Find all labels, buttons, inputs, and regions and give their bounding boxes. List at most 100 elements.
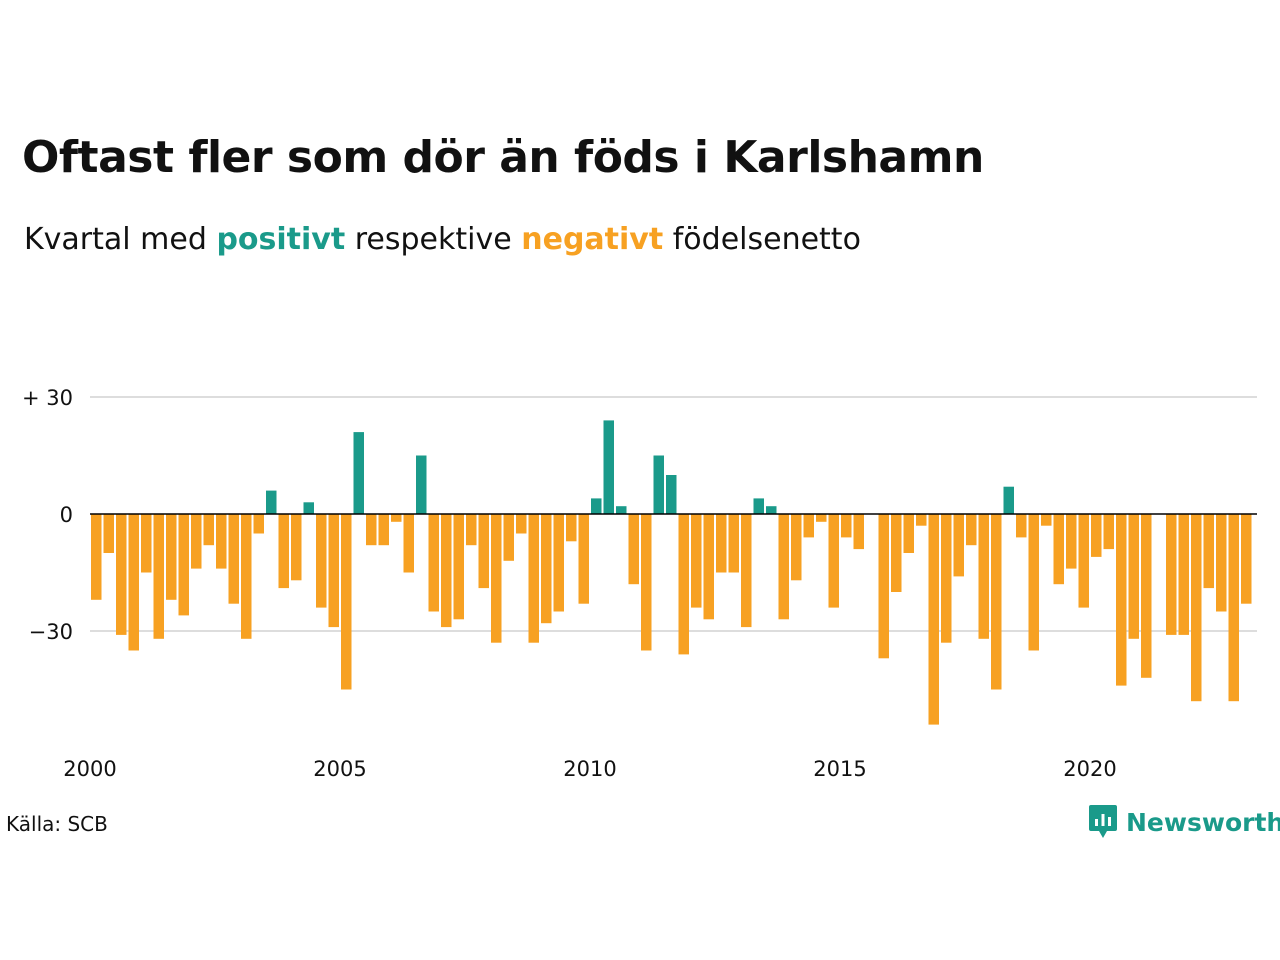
- chart-bar: [841, 514, 852, 538]
- chart-bar: [928, 514, 939, 725]
- chart-bar: [303, 502, 314, 514]
- chart-bar: [266, 490, 277, 514]
- chart-title: Oftast fler som dör än föds i Karlshamn: [22, 132, 984, 183]
- chart-bar: [516, 514, 527, 534]
- chart-bar: [166, 514, 177, 600]
- chart-bar: [753, 498, 764, 514]
- chart-bar: [878, 514, 889, 659]
- chart-bar: [816, 514, 827, 522]
- x-tick-label: 2015: [813, 757, 866, 781]
- chart-bar: [716, 514, 727, 573]
- chart-bar: [1178, 514, 1189, 635]
- chart-bar: [728, 514, 739, 573]
- chart-bar: [541, 514, 552, 624]
- chart-bar: [566, 514, 577, 542]
- chart-bar: [741, 514, 752, 628]
- x-tick-label: 2010: [563, 757, 616, 781]
- chart-bar: [528, 514, 539, 643]
- chart-bar: [253, 514, 264, 534]
- chart-bar: [378, 514, 389, 546]
- x-tick-label: 2005: [313, 757, 366, 781]
- chart-bar: [616, 506, 627, 514]
- chart-bar: [441, 514, 452, 628]
- subtitle-positive-label: positivt: [216, 222, 346, 257]
- chart-bar: [703, 514, 714, 620]
- chart-bar: [628, 514, 639, 585]
- subtitle-suffix: födelsenetto: [672, 222, 861, 257]
- chart-bar: [991, 514, 1002, 690]
- chart-bar: [966, 514, 977, 546]
- chart-bar: [1016, 514, 1027, 538]
- chart-bar: [1216, 514, 1227, 612]
- x-tick-label: 2000: [63, 757, 116, 781]
- y-axis-ticks: + 30 0 −30: [22, 386, 73, 644]
- chart-bar: [1028, 514, 1039, 651]
- chart-bar: [1203, 514, 1214, 589]
- chart-bar: [1003, 486, 1014, 514]
- chart-bar: [1128, 514, 1139, 639]
- y-tick-label: −30: [29, 620, 73, 644]
- chart-bar: [128, 514, 139, 651]
- chart-bar: [478, 514, 489, 589]
- chart-bar: [1103, 514, 1114, 550]
- chart-bar: [203, 514, 214, 546]
- chart-bar: [553, 514, 564, 612]
- gridlines: [90, 396, 1257, 632]
- newsworthy-logo-icon: [1089, 805, 1117, 838]
- chart-bar: [778, 514, 789, 620]
- chart-bar: [178, 514, 189, 616]
- chart-bar: [603, 420, 614, 514]
- chart-bar: [503, 514, 514, 561]
- chart-subtitle: Kvartal med positivt respektive negativt…: [24, 222, 861, 257]
- chart-bar: [216, 514, 227, 569]
- chart-bar: [366, 514, 377, 546]
- chart-bar: [766, 506, 777, 514]
- chart-bar: [341, 514, 352, 690]
- chart-bar: [691, 514, 702, 608]
- source-label: Källa: SCB: [6, 812, 108, 836]
- subtitle-prefix: Kvartal med: [24, 222, 207, 257]
- chart-bar: [1141, 514, 1152, 678]
- chart-bar: [653, 455, 664, 514]
- chart-bar: [641, 514, 652, 651]
- chart-bar: [1228, 514, 1239, 702]
- x-axis-ticks: 2000 2005 2010 2015 2020: [63, 757, 1116, 781]
- chart-bar: [1166, 514, 1177, 635]
- chart-bar: [1078, 514, 1089, 608]
- chart-bar: [903, 514, 914, 553]
- chart-bar: [228, 514, 239, 604]
- subtitle-middle: respektive: [354, 222, 512, 257]
- chart-bar: [1053, 514, 1064, 585]
- bars: [91, 420, 1252, 725]
- brand: Newsworthy: [1088, 804, 1280, 840]
- brand-name: Newsworthy: [1126, 807, 1280, 837]
- chart-bar: [316, 514, 327, 608]
- chart-bar: [591, 498, 602, 514]
- chart-bar: [141, 514, 152, 573]
- chart-bar: [453, 514, 464, 620]
- chart-bar: [103, 514, 114, 553]
- chart-bar: [278, 514, 289, 589]
- chart-bar: [153, 514, 164, 639]
- chart-bar: [916, 514, 927, 526]
- y-tick-label: + 30: [22, 386, 73, 410]
- chart-bar: [241, 514, 252, 639]
- chart-bar: [1041, 514, 1052, 526]
- chart-bar: [353, 432, 364, 514]
- chart-bar: [391, 514, 402, 522]
- chart-bar: [466, 514, 477, 546]
- chart-bar: [1116, 514, 1127, 686]
- chart-bar: [891, 514, 902, 592]
- y-tick-label: 0: [60, 503, 73, 527]
- chart-bar: [428, 514, 439, 612]
- chart-bar: [941, 514, 952, 643]
- chart-bar: [328, 514, 339, 628]
- chart-bar: [828, 514, 839, 608]
- chart-bar: [1066, 514, 1077, 569]
- chart-bar: [678, 514, 689, 655]
- chart-bar: [191, 514, 202, 569]
- chart-bar: [953, 514, 964, 577]
- chart-bar: [116, 514, 127, 635]
- chart-bar: [416, 455, 427, 514]
